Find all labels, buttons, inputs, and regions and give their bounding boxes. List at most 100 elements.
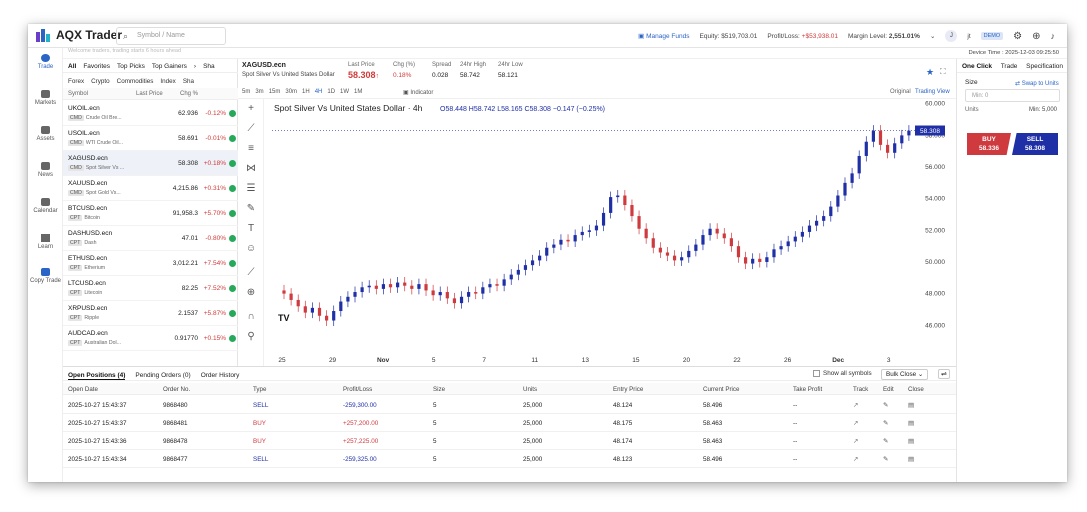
tab-sha[interactable]: Sha: [203, 63, 215, 70]
crosshair-icon[interactable]: +: [248, 103, 254, 114]
search-input[interactable]: ⌕ Symbol / Name: [116, 27, 226, 45]
trade-dot-icon[interactable]: [229, 185, 236, 192]
edit-icon[interactable]: ✎: [883, 456, 889, 463]
tab-forex[interactable]: Forex: [68, 78, 85, 85]
watchlist-row[interactable]: USOIL.ecn CMD WTI Crude Oil... 58.691 -0.…: [63, 126, 238, 151]
position-row[interactable]: 2025-10-27 15:43:37 9868481 BUY +257,200…: [63, 414, 956, 432]
bell-icon[interactable]: ♪: [1050, 31, 1056, 41]
nav-markets[interactable]: Markets: [28, 90, 63, 106]
tab-top-picks[interactable]: Top Picks: [117, 63, 145, 70]
emoji-icon[interactable]: ☺: [245, 243, 257, 254]
watchlist-row[interactable]: XRPUSD.ecn CPT Ripple 2.1537 +5.87%: [63, 301, 238, 326]
timeframe-5m[interactable]: 5m: [242, 89, 251, 95]
tab-pending-orders[interactable]: Pending Orders (0): [135, 372, 191, 379]
nav-calendar[interactable]: Calendar: [28, 198, 63, 214]
settings-icon[interactable]: ⇌: [938, 369, 950, 379]
timeframe-4h[interactable]: 4H: [314, 89, 323, 95]
position-row[interactable]: 2025-10-27 15:43:37 9868480 SELL -259,30…: [63, 396, 956, 414]
magnet-icon[interactable]: ∩: [247, 311, 255, 322]
ruler-icon[interactable]: ⟋: [247, 267, 255, 278]
watchlist-row[interactable]: XAUUSD.ecn CMD Spot Gold Vs... 4,215.86 +…: [63, 176, 238, 201]
swap-to-units-link[interactable]: ⇄ Swap to Units: [1015, 81, 1059, 87]
trade-dot-icon[interactable]: [229, 210, 236, 217]
pattern-icon[interactable]: ⋈: [246, 163, 256, 174]
timeframe-1w[interactable]: 1W: [340, 89, 350, 95]
track-icon[interactable]: ↗: [853, 402, 859, 409]
bulk-close-dropdown[interactable]: Bulk Close ⌄: [881, 369, 929, 380]
fullscreen-icon[interactable]: ⛶: [940, 67, 946, 76]
timeframe-1d[interactable]: 1D: [327, 89, 336, 95]
tab-order-history[interactable]: Order History: [200, 372, 240, 379]
size-input[interactable]: Min: 0: [965, 89, 1060, 102]
star-icon[interactable]: ★: [926, 67, 935, 77]
position-row[interactable]: 2025-10-27 15:43:34 9868477 SELL -259,32…: [63, 450, 956, 468]
edit-icon[interactable]: ✎: [883, 402, 889, 409]
tab-index[interactable]: Index: [160, 78, 176, 85]
tab-sha[interactable]: Sha: [182, 78, 195, 85]
trade-dot-icon[interactable]: [229, 110, 236, 117]
nav-news[interactable]: News: [28, 162, 63, 178]
watchlist-row[interactable]: XAGUSD.ecn CMD Spot Silver Vs ... 58.308 …: [63, 151, 238, 176]
tab-crypto[interactable]: Crypto: [91, 78, 110, 85]
timeframe-3m[interactable]: 3m: [255, 89, 264, 95]
watchlist-row[interactable]: ETHUSD.ecn CPT Etherium 3,012.21 +7.54%: [63, 251, 238, 276]
nav-trade[interactable]: Trade: [28, 54, 63, 70]
tab-favorites[interactable]: Favorites: [83, 63, 111, 70]
timeframe-30m[interactable]: 30m: [285, 89, 298, 95]
position-row[interactable]: 2025-10-27 15:43:36 9868478 BUY +257,225…: [63, 432, 956, 450]
trendline-icon[interactable]: ⟋: [247, 123, 255, 134]
trade-dot-icon[interactable]: [229, 260, 236, 267]
close-icon[interactable]: ▤: [908, 438, 914, 445]
watchlist-row[interactable]: BTCUSD.ecn CPT Bitcoin 91,958.3 +5.70%: [63, 201, 238, 226]
edit-icon[interactable]: ✎: [883, 420, 889, 427]
indicator-button[interactable]: ▣ Indicator: [403, 90, 434, 96]
fib-icon[interactable]: ☰: [246, 183, 256, 194]
show-all-symbols-checkbox[interactable]: Show all symbols: [813, 370, 872, 377]
avatar[interactable]: J: [945, 30, 958, 42]
horizontal-lines-icon[interactable]: ≡: [248, 143, 254, 154]
lock-icon[interactable]: ⚲: [247, 331, 255, 342]
timeframe-15m[interactable]: 15m: [268, 89, 281, 95]
trade-dot-icon[interactable]: [229, 285, 236, 292]
zoom-icon[interactable]: ⊕: [246, 287, 256, 298]
tab-commodities[interactable]: Commodities: [116, 78, 154, 85]
globe-icon[interactable]: ⊕: [1032, 30, 1041, 42]
track-icon[interactable]: ↗: [853, 456, 859, 463]
tab-specification[interactable]: Specification: [1026, 63, 1063, 70]
watchlist-row[interactable]: UKOIL.ecn CMD Crude Oil Bre... 62.936 -0.…: [63, 101, 238, 126]
col-chg[interactable]: Chg %: [180, 91, 199, 97]
trade-dot-icon[interactable]: [229, 310, 236, 317]
gear-icon[interactable]: ⚙: [1013, 30, 1023, 42]
nav-copy-trade[interactable]: Copy Trade: [28, 268, 63, 284]
nav-learn[interactable]: Learn: [28, 234, 63, 250]
tab-trade[interactable]: Trade: [1000, 63, 1018, 70]
watchlist-row[interactable]: AUDCAD.ecn CPT Australian Dol... 0.91770 …: [63, 326, 238, 351]
timeframe-1h[interactable]: 1H: [302, 89, 310, 95]
timeframe-1m[interactable]: 1M: [354, 89, 363, 95]
price-chart[interactable]: Spot Silver Vs United States Dollar · 4h…: [264, 99, 956, 366]
view-original[interactable]: Original: [890, 89, 911, 95]
close-icon[interactable]: ▤: [908, 420, 914, 427]
chevron-right-icon[interactable]: ›: [193, 63, 197, 70]
brush-icon[interactable]: ✎: [246, 203, 256, 214]
chevron-down-icon[interactable]: ⌄: [929, 33, 936, 40]
col-last-price[interactable]: Last Price: [136, 91, 163, 97]
tab-one-click[interactable]: One Click: [962, 63, 992, 70]
track-icon[interactable]: ↗: [853, 438, 859, 445]
trade-dot-icon[interactable]: [229, 135, 236, 142]
watchlist-row[interactable]: DASHUSD.ecn CPT Dash 47.01 -0.80%: [63, 226, 238, 251]
trade-dot-icon[interactable]: [229, 235, 236, 242]
watchlist-row[interactable]: LTCUSD.ecn CPT Litecoin 82.25 +7.52%: [63, 276, 238, 301]
col-symbol[interactable]: Symbol: [68, 91, 89, 97]
manage-funds-button[interactable]: ▣ Manage Funds: [638, 33, 690, 40]
tab-all[interactable]: All: [68, 63, 77, 70]
close-icon[interactable]: ▤: [908, 402, 914, 409]
trade-dot-icon[interactable]: [229, 160, 236, 167]
nav-assets[interactable]: Assets: [28, 126, 63, 142]
track-icon[interactable]: ↗: [853, 420, 859, 427]
sell-button[interactable]: SELL 58.308: [1012, 133, 1058, 155]
tab-open-positions[interactable]: Open Positions (4): [68, 372, 126, 380]
buy-button[interactable]: BUY 58.336: [967, 133, 1011, 155]
app-logo[interactable]: AQX Trader: [36, 28, 122, 42]
trade-dot-icon[interactable]: [229, 335, 236, 342]
